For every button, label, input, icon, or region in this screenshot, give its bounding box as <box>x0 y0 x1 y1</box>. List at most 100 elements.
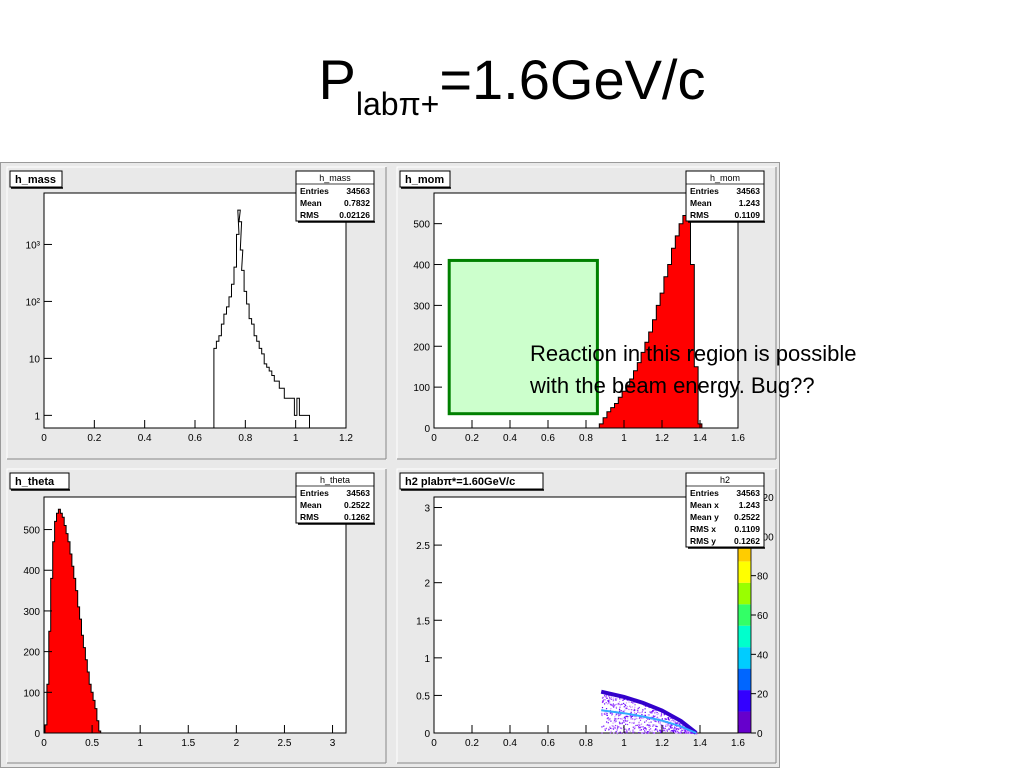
x-tick-label: 1 <box>621 738 627 749</box>
h2-cell <box>620 727 622 729</box>
h2-cell <box>667 717 669 719</box>
y-tick-label: 200 <box>23 648 40 659</box>
h2-cell <box>668 717 670 719</box>
h2-cell <box>669 725 671 727</box>
annotation-text: Reaction in this region is possible with… <box>530 338 930 402</box>
h2-cell <box>610 727 612 729</box>
h2-cell <box>601 714 603 717</box>
h2-cell <box>667 724 669 726</box>
h2-cell <box>621 718 623 720</box>
y-tick-label: 500 <box>413 220 430 231</box>
h2-cell <box>634 709 636 711</box>
h2-cell <box>659 722 661 725</box>
h2-cell <box>667 729 669 731</box>
h2-cell <box>625 702 628 704</box>
h2-cell <box>675 732 678 734</box>
h2-cell <box>676 730 678 732</box>
h2-cell <box>633 726 635 728</box>
h2-cell <box>623 702 625 705</box>
h2-cell <box>624 709 626 711</box>
annotation-line-2: with the beam energy. Bug?? <box>530 373 815 398</box>
h2-cell <box>685 732 687 734</box>
y-tick-label: 0 <box>34 729 40 740</box>
h2-cell <box>616 728 618 730</box>
h2-cell <box>653 729 656 732</box>
h2-cell <box>603 703 606 705</box>
h2-cell <box>624 728 626 730</box>
h2-cell <box>676 732 679 734</box>
h2-cell <box>638 725 640 728</box>
h2-cell <box>606 697 608 699</box>
h2-cell <box>612 700 614 702</box>
h2-cell <box>609 701 611 703</box>
h2-cell <box>602 725 605 727</box>
x-tick-label: 2.5 <box>277 738 291 749</box>
h2-cell <box>644 727 647 729</box>
h2-cell <box>622 717 624 719</box>
h2-cell <box>640 726 642 728</box>
h2-cell <box>611 714 613 716</box>
x-tick-label: 0.6 <box>541 433 555 444</box>
h2-cell <box>603 725 606 727</box>
h2-cell <box>662 725 664 727</box>
h2-cell <box>646 732 649 734</box>
h2-cell <box>652 715 655 717</box>
h2-cell <box>601 732 603 734</box>
h2-cell <box>606 697 608 699</box>
h2-cell <box>626 729 628 731</box>
h2-cell <box>618 708 621 710</box>
stats-label: Mean <box>300 198 322 208</box>
h2-cell <box>634 718 636 720</box>
h2-cell <box>614 721 616 723</box>
h2-cell <box>654 720 656 722</box>
h2-cell <box>674 726 676 728</box>
h2-cell <box>630 716 632 719</box>
h2-cell <box>623 716 626 718</box>
h2-cell <box>649 730 651 733</box>
h2-cell <box>613 727 615 729</box>
h2-cell <box>620 732 622 734</box>
h2-cell <box>633 702 635 704</box>
x-tick-label: 0.6 <box>188 433 202 444</box>
histogram-title: h_theta <box>15 476 55 488</box>
h2-cell <box>674 727 676 729</box>
h2-cell <box>629 721 631 724</box>
h2-cell <box>683 728 685 730</box>
h2-cell <box>641 732 644 735</box>
h2-cell <box>673 721 675 723</box>
h2-cell <box>645 724 648 726</box>
h2-cell <box>619 698 621 700</box>
h2-cell <box>610 720 612 722</box>
h2-cell <box>628 728 630 730</box>
stats-value: 0.1109 <box>734 524 760 534</box>
h2-cell <box>663 714 665 716</box>
h2-cell <box>669 721 672 723</box>
h2-cell <box>644 711 646 714</box>
h2-cell <box>690 731 692 733</box>
h2-cell <box>649 725 652 728</box>
h2-cell <box>607 700 609 702</box>
h2-cell <box>653 724 655 726</box>
stats-box-h2 <box>685 472 765 548</box>
h2-cell <box>615 707 618 709</box>
h2-cell <box>625 720 627 722</box>
z-palette-cell <box>738 668 751 691</box>
h2-cell <box>625 705 627 707</box>
h2-cell <box>656 716 659 718</box>
slide-title: Plabπ+=1.6GeV/c <box>0 52 1024 121</box>
z-palette-cell <box>738 647 751 669</box>
h2-cell <box>620 698 622 700</box>
h2-cell <box>624 717 626 720</box>
h2-cell <box>605 695 608 697</box>
x-tick-label: 0.5 <box>85 738 99 749</box>
h2-cell <box>607 722 609 724</box>
h2-cell <box>623 721 625 723</box>
h2-cell <box>679 723 681 725</box>
stats-label: RMS <box>300 512 319 522</box>
stats-value: 0.7832 <box>344 198 370 208</box>
h2-cell <box>628 701 630 703</box>
h2-cell <box>623 710 625 712</box>
h2-cell <box>634 704 636 706</box>
h2-cell <box>689 731 691 733</box>
h2-cell <box>625 728 627 730</box>
